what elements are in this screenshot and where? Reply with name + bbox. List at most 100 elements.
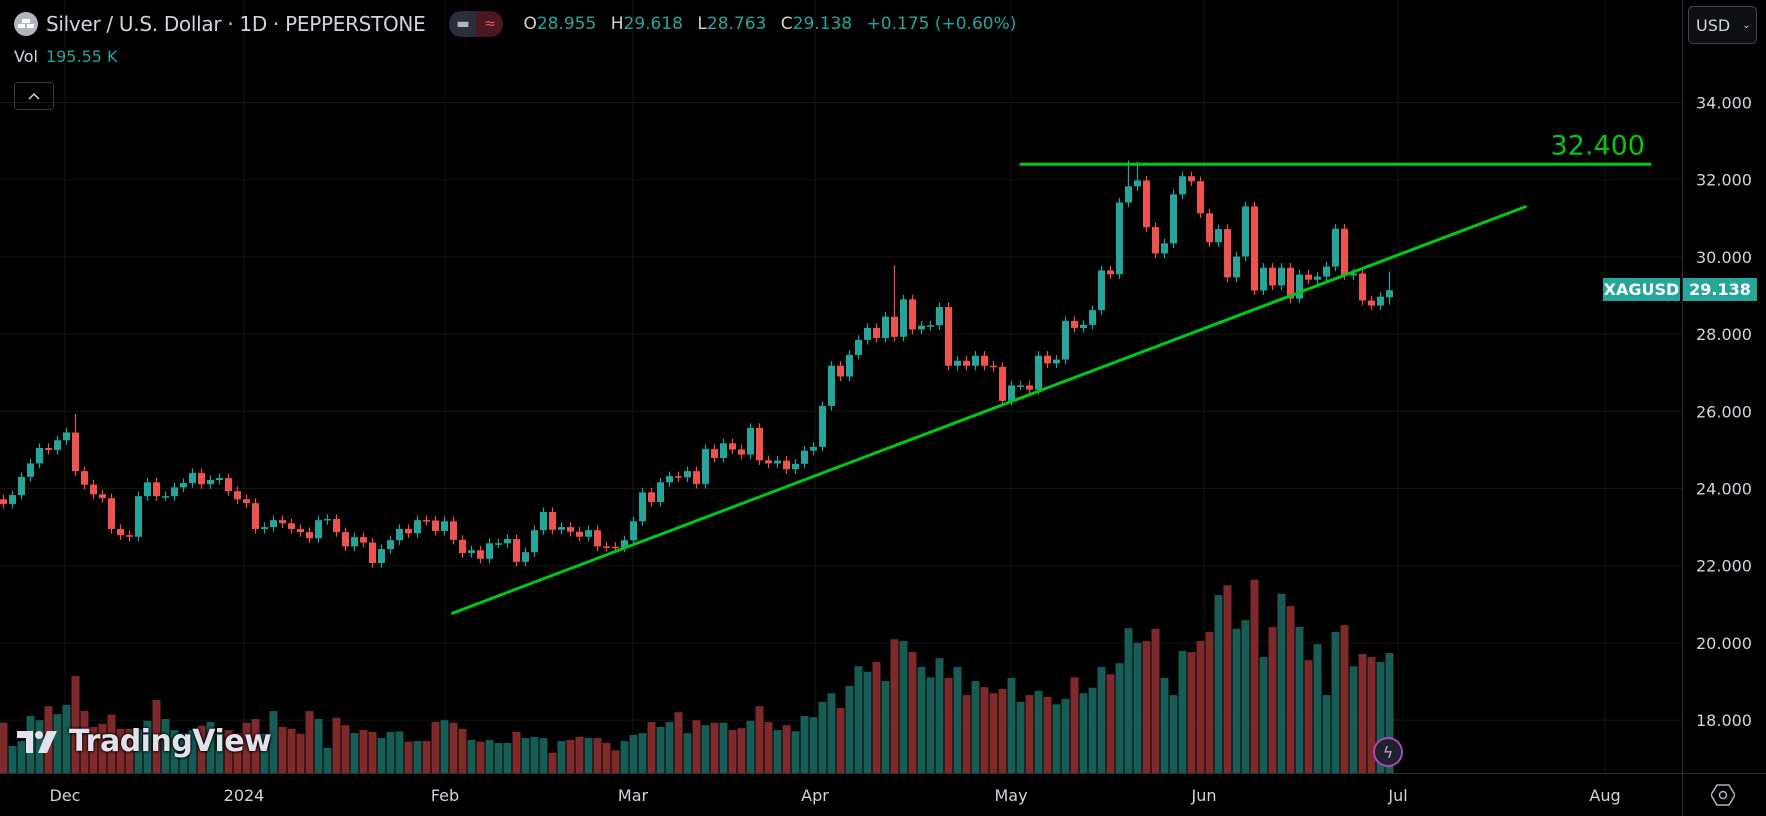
price-tick-label: 32.000 bbox=[1696, 171, 1752, 190]
volume-bar bbox=[557, 741, 566, 773]
volume-bar bbox=[422, 741, 431, 773]
volume-bar bbox=[71, 676, 80, 773]
drawings[interactable]: 32.400 bbox=[451, 130, 1652, 615]
volume-bar bbox=[791, 731, 800, 773]
volume-bar bbox=[1187, 652, 1196, 773]
volume-bar bbox=[215, 733, 224, 773]
time-tick-label: Feb bbox=[431, 786, 459, 805]
candle-body bbox=[846, 354, 853, 377]
candle-body bbox=[324, 518, 331, 521]
candle-body bbox=[1260, 267, 1267, 291]
volume-bar bbox=[1385, 653, 1394, 773]
volume-bar bbox=[566, 739, 575, 773]
volume-bar bbox=[179, 733, 188, 773]
tradingview-logo[interactable]: TradingView bbox=[17, 724, 272, 759]
candle-body bbox=[144, 482, 151, 497]
collapse-legend-button[interactable] bbox=[14, 82, 54, 110]
volume-bar bbox=[836, 707, 845, 773]
currency-label: USD bbox=[1696, 15, 1731, 35]
volume-value: 195.55 K bbox=[45, 47, 118, 66]
volume-bar bbox=[737, 728, 746, 773]
volume-bar bbox=[1322, 695, 1331, 773]
volume-bar bbox=[1106, 674, 1115, 773]
volume-bar bbox=[872, 661, 881, 773]
volume-bar bbox=[1268, 626, 1277, 773]
volume-bar bbox=[413, 741, 422, 773]
candle-body bbox=[927, 325, 934, 327]
delayed-data-icon[interactable]: ≈ bbox=[476, 11, 504, 37]
lightning-icon[interactable]: ϟ bbox=[1373, 737, 1403, 767]
candle-body bbox=[90, 484, 97, 495]
resistance-price-label: 32.400 bbox=[1551, 130, 1645, 161]
candle-body bbox=[756, 427, 763, 461]
volume-bar bbox=[1007, 677, 1016, 773]
volume-bar bbox=[1241, 620, 1250, 773]
symbol-title[interactable]: Silver / U.S. Dollar · 1D · PEPPERSTONE bbox=[46, 12, 426, 36]
candle-body bbox=[936, 307, 943, 326]
candle-body bbox=[1125, 186, 1132, 203]
volume-bar bbox=[908, 652, 917, 773]
volume-bar bbox=[944, 677, 953, 773]
candle-body bbox=[1296, 274, 1303, 299]
chevron-up-icon bbox=[28, 92, 40, 100]
volume-bar bbox=[341, 725, 350, 773]
candle-body bbox=[891, 316, 898, 337]
candle-body bbox=[1143, 180, 1150, 228]
price-axis[interactable]: 34.000 32.000 30.000 28.000 26.000 24.000 22.0… bbox=[1696, 94, 1752, 731]
volume-bar bbox=[161, 719, 170, 773]
market-closed-icon[interactable]: ▬ bbox=[449, 11, 477, 37]
candle-body bbox=[810, 446, 817, 451]
volume-bar bbox=[503, 742, 512, 773]
candle-body bbox=[1323, 266, 1330, 277]
candle-body bbox=[819, 405, 826, 447]
volume-bar bbox=[242, 722, 251, 773]
candle-body bbox=[909, 299, 916, 330]
currency-selector[interactable]: USD ⌄ bbox=[1688, 6, 1757, 44]
market-status-pill[interactable]: ▬ ≈ bbox=[449, 11, 504, 37]
volume-bar bbox=[881, 680, 890, 773]
settings-icon[interactable] bbox=[1709, 781, 1737, 809]
candle-body bbox=[540, 512, 547, 531]
time-axis[interactable]: Dec 2024 Feb Mar Apr May Jun Jul Aug bbox=[50, 786, 1621, 805]
candle-body bbox=[648, 492, 655, 503]
volume-bar bbox=[548, 752, 557, 773]
volume-bar bbox=[404, 741, 413, 773]
chart-legend: Silver / U.S. Dollar · 1D · PEPPERSTONE … bbox=[14, 10, 1025, 38]
candle-body bbox=[999, 366, 1006, 401]
candle-body bbox=[468, 550, 475, 553]
volume-bar bbox=[125, 728, 134, 773]
volume-bar bbox=[1205, 631, 1214, 773]
volume-bar bbox=[377, 738, 386, 773]
candle-body bbox=[1188, 176, 1195, 182]
candle-body bbox=[1377, 296, 1384, 306]
grid-lines bbox=[0, 0, 1682, 773]
volume-bar bbox=[134, 728, 143, 773]
volume-bar bbox=[332, 717, 341, 773]
volume-bar bbox=[845, 685, 854, 773]
volume-bar bbox=[143, 720, 152, 773]
volume-bar bbox=[683, 733, 692, 773]
volume-bar bbox=[386, 731, 395, 773]
close-label: C bbox=[780, 14, 793, 34]
candle-body bbox=[990, 365, 997, 368]
volume-bar bbox=[728, 730, 737, 773]
candle-body bbox=[837, 365, 844, 377]
volume-bar bbox=[440, 720, 449, 773]
volume-bar bbox=[674, 712, 683, 773]
candle-body bbox=[765, 460, 772, 464]
open-label: O bbox=[523, 14, 537, 34]
volume-bar bbox=[1349, 666, 1358, 773]
candle-body bbox=[270, 520, 277, 528]
volume-bar bbox=[935, 658, 944, 773]
candle-body bbox=[657, 482, 664, 503]
candle-body bbox=[243, 499, 250, 504]
candle-body bbox=[135, 496, 142, 537]
volume-bar bbox=[611, 750, 620, 773]
candle-body bbox=[801, 450, 808, 464]
volume-bar bbox=[1169, 695, 1178, 773]
volume-bar bbox=[1052, 704, 1061, 773]
candle-body bbox=[774, 460, 781, 464]
candle-body bbox=[1071, 320, 1078, 328]
volume-bar bbox=[1160, 677, 1169, 773]
